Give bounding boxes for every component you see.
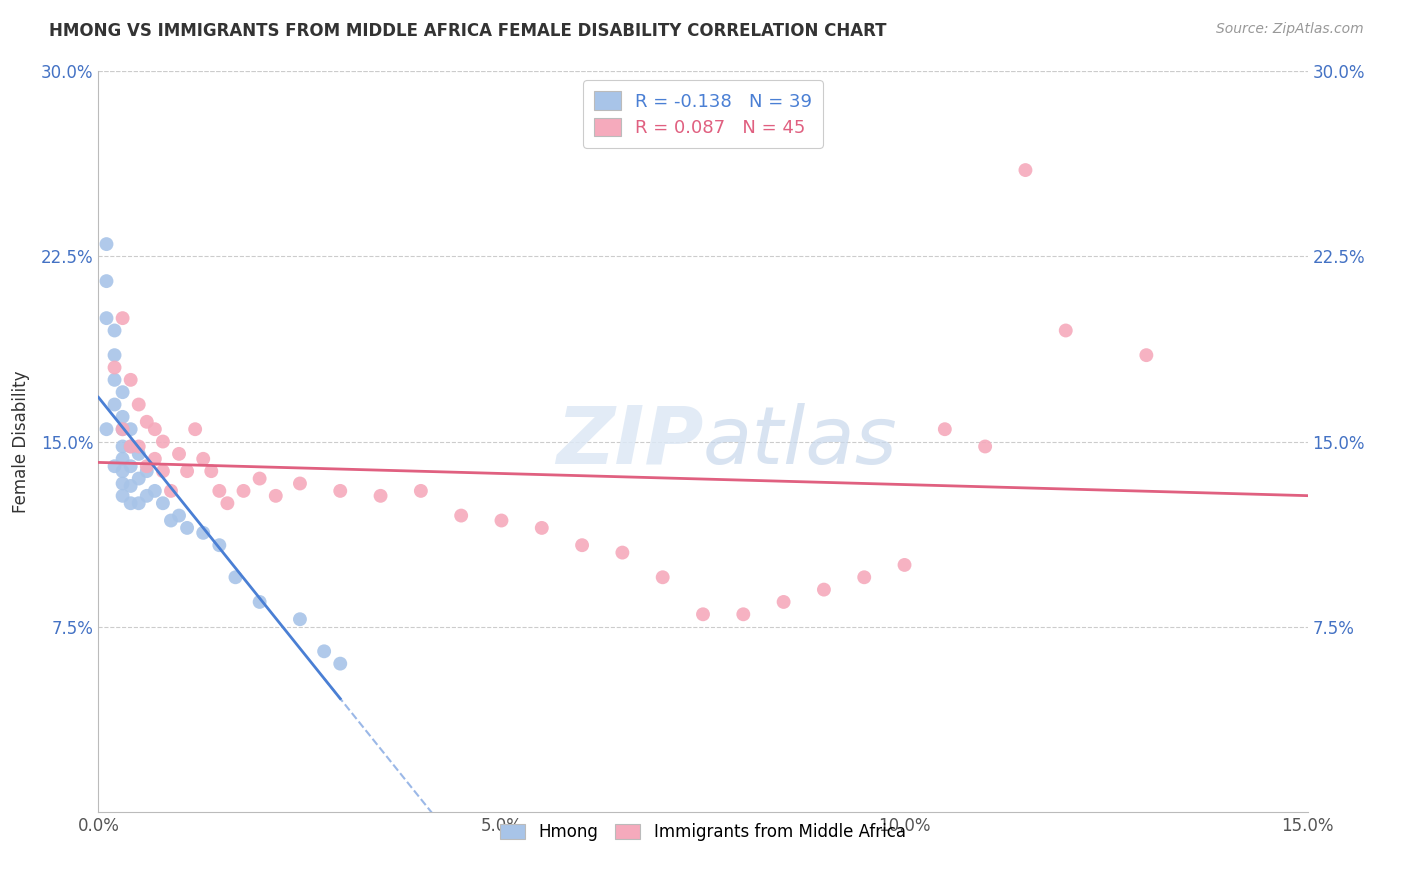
Point <box>103 459 125 474</box>
Point <box>120 440 142 454</box>
Point <box>103 348 125 362</box>
Legend: Hmong, Immigrants from Middle Africa: Hmong, Immigrants from Middle Africa <box>494 816 912 847</box>
Point <box>111 385 134 400</box>
Point <box>571 538 593 552</box>
Point <box>111 489 134 503</box>
Point <box>120 373 142 387</box>
Point <box>314 644 336 658</box>
Point <box>111 440 134 454</box>
Point <box>208 538 231 552</box>
Point <box>491 514 513 528</box>
Point <box>409 483 432 498</box>
Point <box>450 508 472 523</box>
Point <box>96 311 118 326</box>
Point <box>160 514 183 528</box>
Point <box>217 496 239 510</box>
Point <box>1054 324 1077 338</box>
Point <box>160 483 183 498</box>
Text: ZIP: ZIP <box>555 402 703 481</box>
Point <box>288 612 311 626</box>
Point <box>128 496 150 510</box>
Point <box>176 521 198 535</box>
Point <box>128 447 150 461</box>
Point <box>813 582 835 597</box>
Point <box>111 422 134 436</box>
Point <box>135 489 157 503</box>
Point <box>143 451 166 466</box>
Point <box>111 422 134 436</box>
Point <box>264 489 287 503</box>
Point <box>111 476 134 491</box>
Point <box>128 440 150 454</box>
Text: HMONG VS IMMIGRANTS FROM MIDDLE AFRICA FEMALE DISABILITY CORRELATION CHART: HMONG VS IMMIGRANTS FROM MIDDLE AFRICA F… <box>49 22 887 40</box>
Point <box>176 464 198 478</box>
Point <box>893 558 915 572</box>
Point <box>152 464 174 478</box>
Point <box>120 459 142 474</box>
Point <box>103 324 125 338</box>
Point <box>733 607 755 622</box>
Point <box>530 521 553 535</box>
Text: atlas: atlas <box>703 402 898 481</box>
Point <box>329 657 352 671</box>
Point <box>167 508 190 523</box>
Point <box>111 451 134 466</box>
Point <box>128 398 150 412</box>
Point <box>651 570 673 584</box>
Text: Source: ZipAtlas.com: Source: ZipAtlas.com <box>1216 22 1364 37</box>
Point <box>249 595 271 609</box>
Point <box>208 483 231 498</box>
Point <box>120 440 142 454</box>
Point <box>152 496 174 510</box>
Point <box>120 496 142 510</box>
Point <box>249 471 271 485</box>
Point <box>772 595 794 609</box>
Point <box>143 483 166 498</box>
Point <box>111 409 134 424</box>
Point <box>111 311 134 326</box>
Point <box>103 360 125 375</box>
Point <box>692 607 714 622</box>
Point <box>232 483 254 498</box>
Point <box>167 447 190 461</box>
Point <box>135 415 157 429</box>
Point <box>934 422 956 436</box>
Point <box>120 479 142 493</box>
Point <box>612 546 634 560</box>
Point <box>288 476 311 491</box>
Point <box>193 451 215 466</box>
Y-axis label: Female Disability: Female Disability <box>11 370 30 513</box>
Point <box>224 570 246 584</box>
Point <box>1014 163 1036 178</box>
Point <box>135 464 157 478</box>
Point <box>193 525 215 540</box>
Point <box>184 422 207 436</box>
Point <box>370 489 392 503</box>
Point <box>135 459 157 474</box>
Point <box>853 570 876 584</box>
Point <box>96 422 118 436</box>
Point <box>96 237 118 252</box>
Point <box>200 464 222 478</box>
Point <box>329 483 352 498</box>
Point <box>111 464 134 478</box>
Point <box>974 440 997 454</box>
Point <box>120 422 142 436</box>
Point <box>103 373 125 387</box>
Point <box>1135 348 1157 362</box>
Point <box>96 274 118 288</box>
Point <box>128 471 150 485</box>
Point <box>152 434 174 449</box>
Point <box>143 422 166 436</box>
Point <box>103 398 125 412</box>
